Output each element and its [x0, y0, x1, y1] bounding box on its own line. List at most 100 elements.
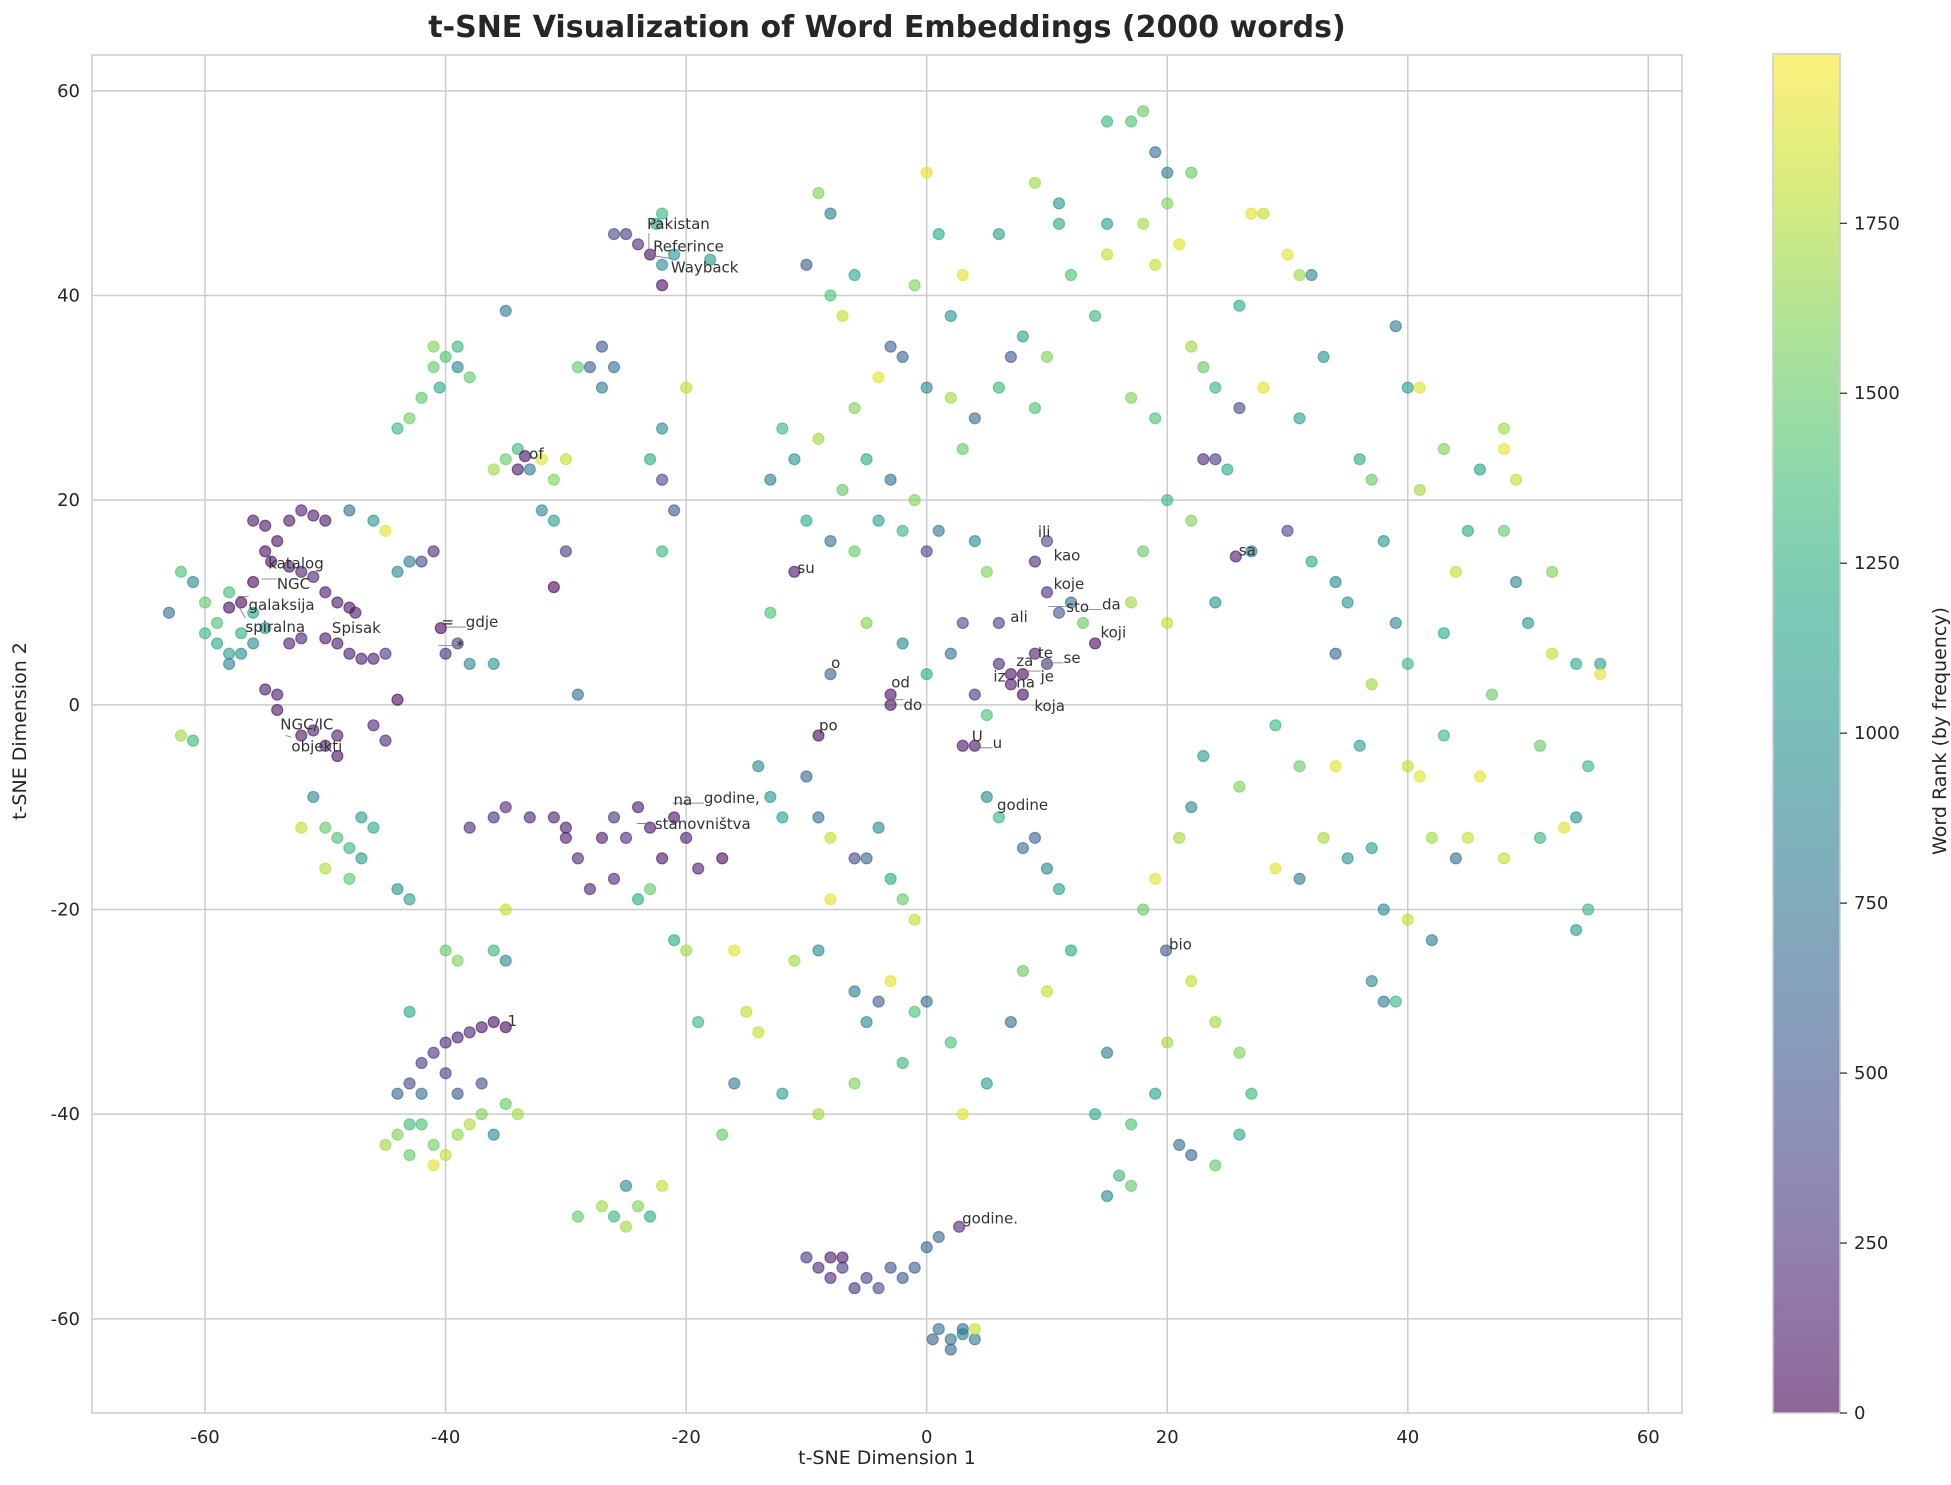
data-point: [631, 238, 645, 251]
data-point: [812, 1108, 825, 1121]
data-point: [451, 340, 464, 353]
grid-lines: [92, 55, 1682, 1413]
data-point: [1245, 545, 1258, 558]
data-point: [295, 504, 308, 517]
data-point: [1137, 903, 1150, 916]
y-tick-label: 60: [57, 81, 80, 102]
data-point: [331, 729, 344, 742]
data-point: [1016, 842, 1030, 855]
word-label: o: [831, 654, 840, 672]
word-label: od: [891, 673, 910, 691]
word-label: po: [819, 716, 838, 734]
data-point: [295, 729, 308, 742]
data-point: [535, 453, 548, 466]
data-point: [896, 1056, 909, 1070]
data-point: [487, 811, 500, 824]
data-point: [403, 1149, 416, 1162]
data-point: [283, 514, 296, 527]
data-point: [896, 524, 909, 537]
data-point: [812, 432, 825, 445]
word-label: bio: [1169, 935, 1192, 953]
data-point: [607, 1210, 621, 1223]
data-point: [1197, 749, 1210, 763]
data-point: [1125, 391, 1138, 404]
data-point: [439, 1036, 452, 1049]
data-point: [1161, 1036, 1174, 1049]
data-point: [1125, 115, 1138, 128]
data-point: [800, 258, 813, 271]
data-point: [836, 1261, 849, 1274]
word-label: Pakistan: [647, 215, 710, 233]
data-point: [1229, 550, 1242, 563]
data-point: [848, 545, 861, 558]
data-point: [499, 304, 512, 317]
data-point: [1016, 330, 1030, 343]
data-point: [523, 463, 536, 476]
data-point: [379, 647, 392, 660]
data-point: [655, 473, 669, 486]
data-point: [643, 821, 657, 834]
data-point: [319, 862, 332, 875]
y-axis-ticks: -60 -40 -20 0 20 40 60: [51, 81, 80, 1330]
data-point: [367, 719, 380, 732]
data-point: [607, 227, 621, 241]
data-point: [1161, 494, 1174, 507]
data-point: [1028, 176, 1042, 190]
data-point: [259, 683, 272, 696]
data-point: [451, 1031, 464, 1044]
data-point: [518, 450, 532, 463]
data-point: [812, 729, 825, 742]
colorbar-tick-label: 250: [1854, 1233, 1888, 1254]
data-point: [1389, 616, 1402, 630]
data-point: [884, 872, 897, 885]
data-point: [788, 565, 801, 578]
data-point: [848, 401, 861, 415]
x-tick-label: -20: [671, 1427, 700, 1448]
data-point: [1100, 248, 1114, 261]
data-point: [1281, 524, 1294, 537]
data-point: [1040, 985, 1054, 998]
data-point: [162, 606, 176, 619]
data-point: [367, 652, 380, 665]
data-point: [668, 248, 681, 261]
data-point: [1401, 657, 1414, 670]
data-point: [956, 1108, 969, 1121]
data-point: [631, 801, 645, 814]
data-point: [980, 1077, 993, 1090]
data-point: [872, 514, 885, 527]
data-point: [908, 494, 921, 507]
annotation-leader-line: [237, 604, 246, 619]
data-point: [403, 555, 416, 568]
annotation-leader-line: [285, 735, 292, 738]
data-point: [788, 453, 801, 466]
data-point: [499, 453, 512, 466]
data-point: [884, 975, 897, 988]
data-point: [1125, 1179, 1138, 1192]
data-point: [331, 596, 344, 609]
data-point: [884, 340, 897, 353]
data-point: [1245, 207, 1258, 220]
data-point: [932, 524, 945, 537]
data-point: [367, 821, 380, 834]
data-point: [1341, 596, 1354, 609]
data-point: [247, 606, 260, 619]
data-point: [1305, 268, 1318, 282]
data-point: [1353, 453, 1366, 466]
data-point: [223, 647, 236, 660]
data-point: [716, 852, 729, 865]
data-point: [655, 852, 669, 865]
data-point: [776, 811, 789, 824]
data-point: [271, 688, 284, 701]
data-point: [740, 1005, 753, 1018]
data-point: [271, 534, 284, 548]
word-label: godine.: [962, 1210, 1018, 1228]
data-point: [680, 944, 693, 957]
data-point: [920, 166, 933, 179]
data-point: [1425, 934, 1438, 947]
data-point: [896, 637, 909, 650]
data-point: [1329, 575, 1342, 589]
data-point: [1257, 207, 1270, 220]
data-point: [1413, 381, 1426, 394]
data-point: [1028, 831, 1042, 844]
data-point: [836, 483, 849, 497]
